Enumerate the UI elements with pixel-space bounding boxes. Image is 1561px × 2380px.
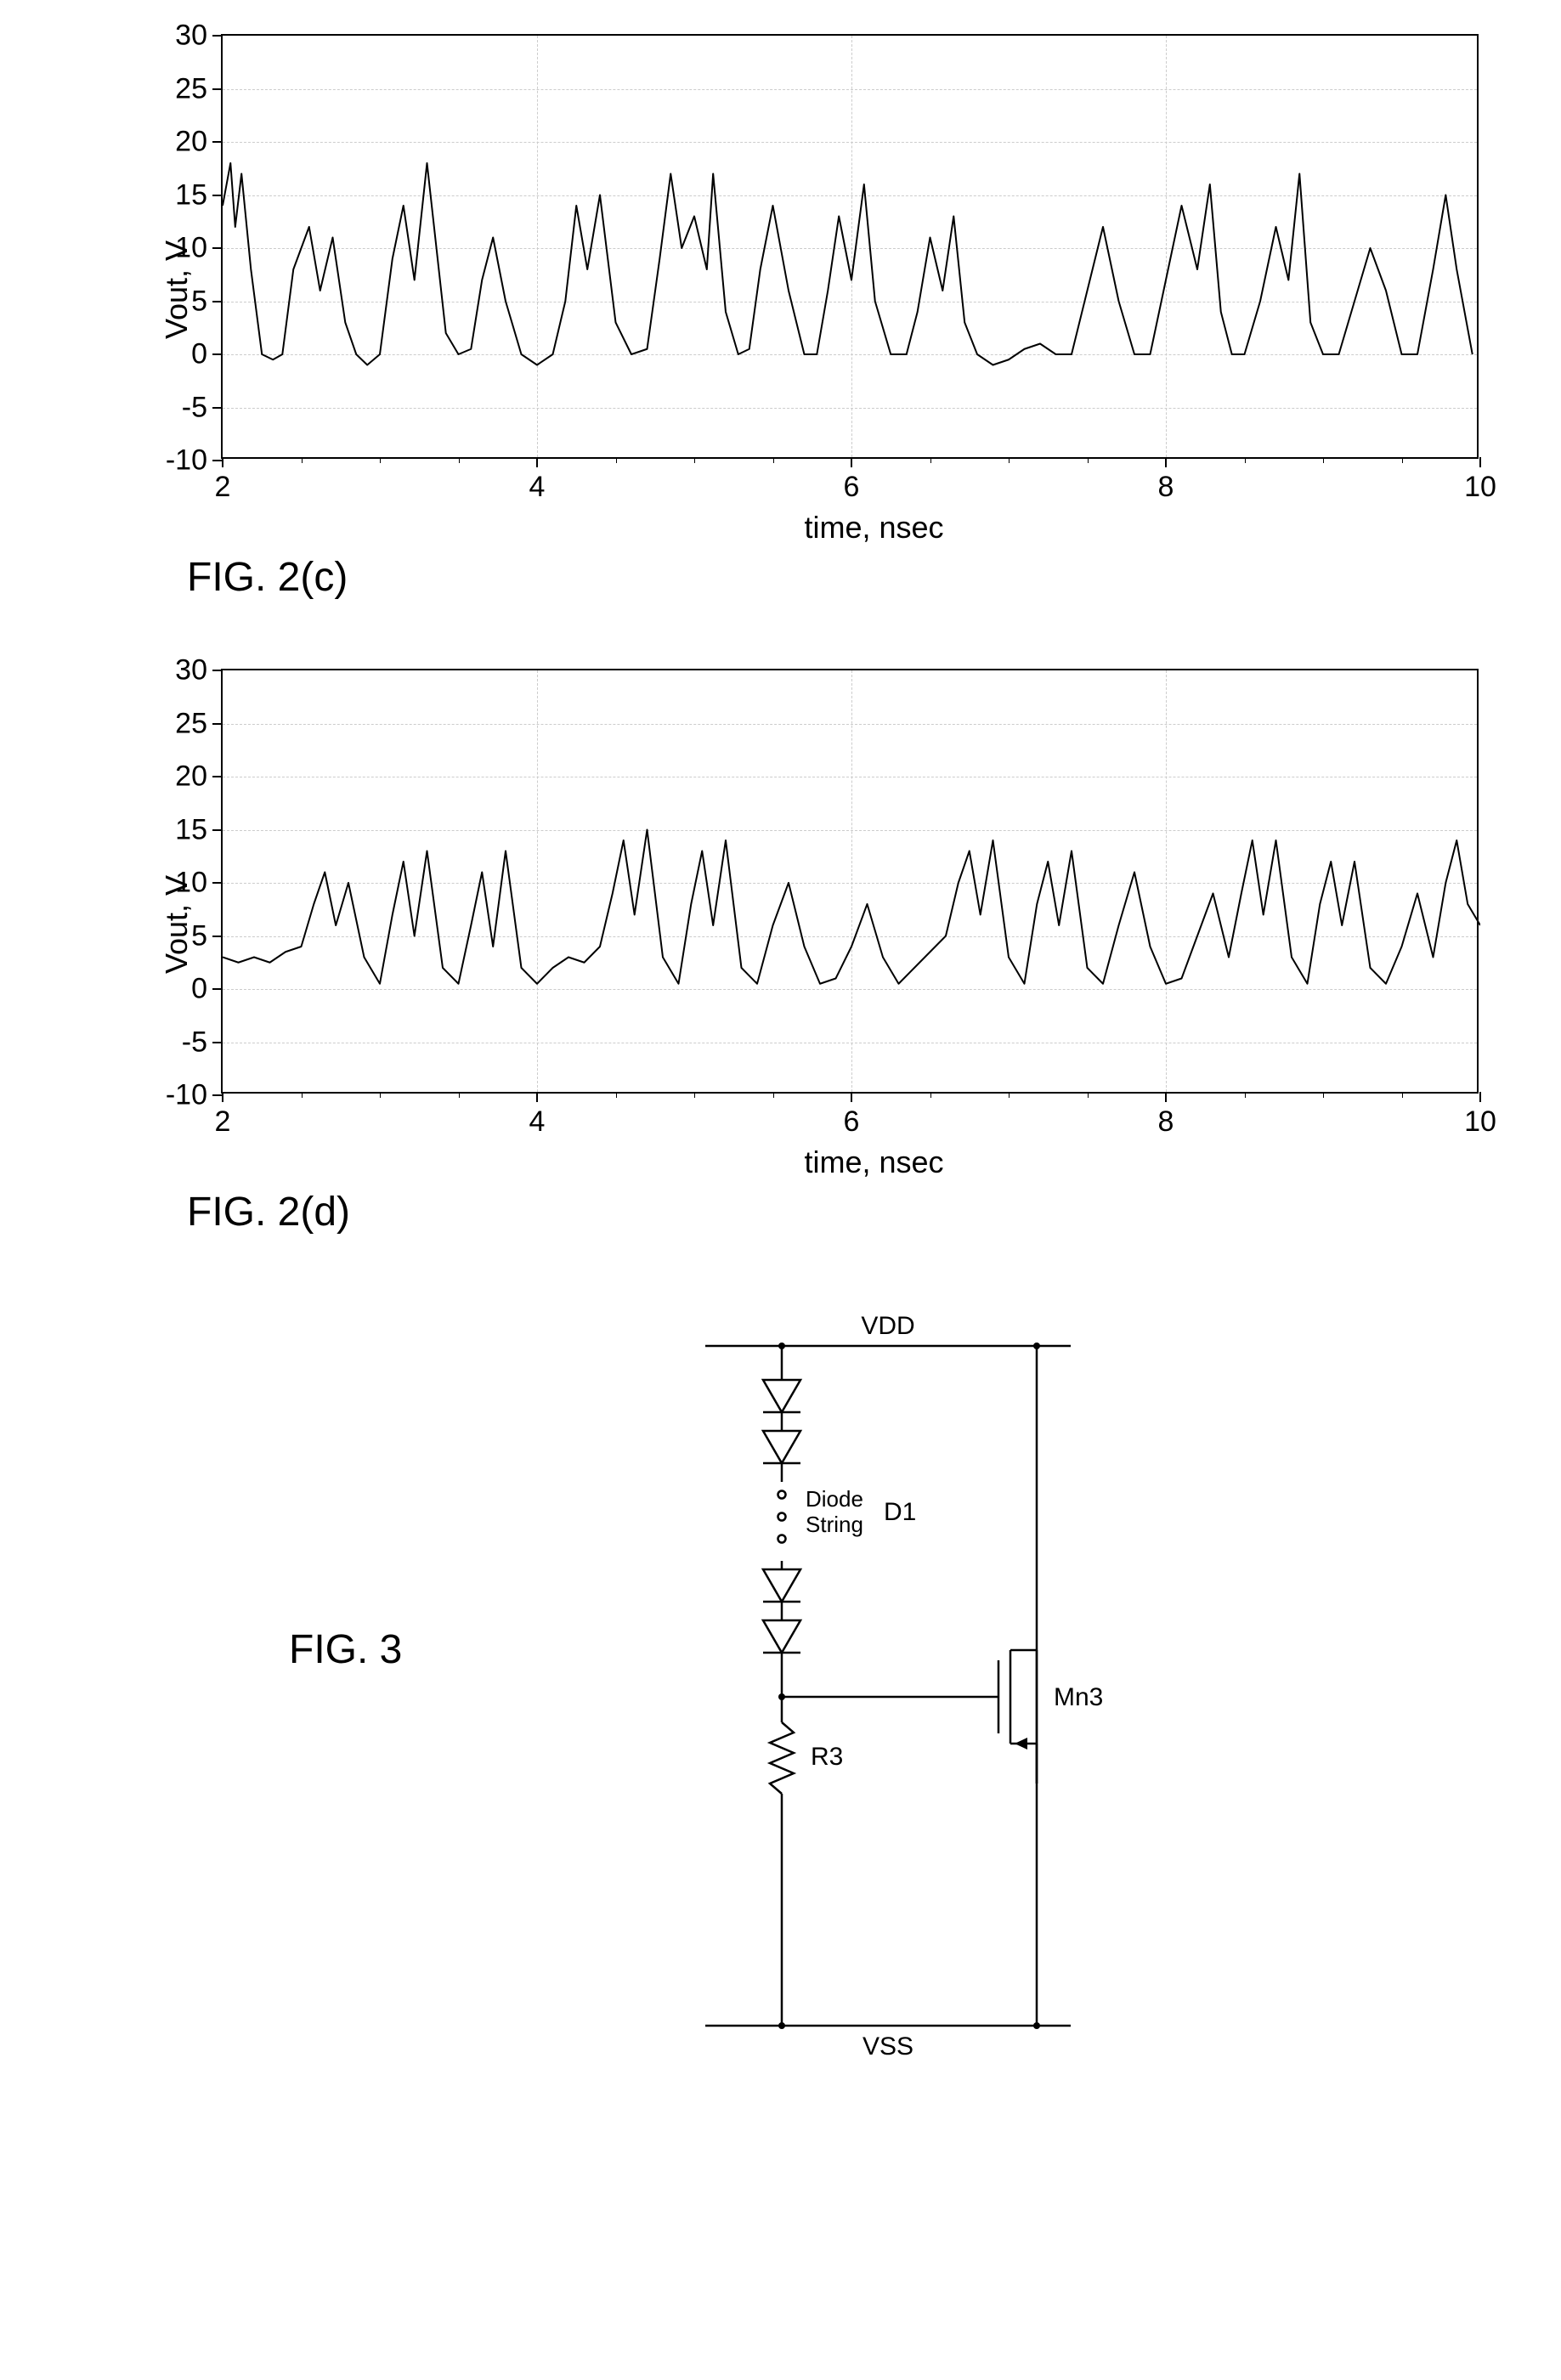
xtick-label: 4 [529,457,546,504]
diode-string-id: D1 [884,1498,916,1526]
resistor-label: R3 [811,1743,843,1771]
waveform-svg [223,36,1480,461]
ytick-label: 15 [175,813,223,846]
continuation-dot [778,1513,786,1521]
junction-dot [778,2022,785,2029]
diode-icon [763,1380,800,1412]
ytick-label: -5 [182,391,223,424]
ytick-label: 20 [175,126,223,159]
ytick-label: -5 [182,1026,223,1059]
chart-2d-plot: -10-5051015202530246810 [221,669,1479,1094]
junction-dot [1033,2022,1040,2029]
xtick-label: 8 [1158,1092,1174,1139]
diode-string-label: Diode [806,1486,863,1512]
ytick-label: 5 [191,919,223,953]
ytick-label: 30 [175,654,223,687]
ytick-label: 25 [175,72,223,105]
ytick-label: 10 [175,232,223,265]
continuation-dot [778,1535,786,1543]
ytick-label: 10 [175,867,223,900]
xtick-label: 6 [844,457,860,504]
diode-string-label: String [806,1512,863,1537]
diode-icon [763,1620,800,1653]
ytick-label: 15 [175,178,223,212]
circuit-fig3: FIG. 3 VDD VSS DiodeString D1 Mn3 R3 [34,1303,1527,2068]
xtick-label: 8 [1158,457,1174,504]
vdd-label: VDD [861,1312,914,1340]
chart-2c-plot: -10-5051015202530246810 [221,34,1479,459]
waveform-svg [223,670,1480,1095]
xtick-label: 10 [1464,1092,1496,1139]
resistor-icon [770,1722,794,1794]
continuation-dot [778,1491,786,1499]
ytick-label: 25 [175,707,223,740]
waveform-line [223,830,1480,984]
junction-dot [778,1343,785,1349]
xtick-label: 2 [215,457,231,504]
ytick-label: 0 [191,338,223,371]
diode-icon [763,1431,800,1463]
fig-3-label: FIG. 3 [289,1626,402,1673]
xtick-label: 4 [529,1092,546,1139]
fig-2d-label: FIG. 2(d) [187,1189,1527,1235]
vss-label: VSS [863,2032,913,2061]
junction-dot [778,1693,785,1700]
ytick-label: 30 [175,20,223,53]
diode-icon [763,1569,800,1602]
waveform-line [223,163,1473,365]
chart-2c: Vout, V -10-5051015202530246810 time, ns… [34,34,1527,601]
ytick-label: 0 [191,973,223,1006]
xtick-label: 10 [1464,457,1496,504]
circuit-schematic: VDD VSS DiodeString D1 Mn3 R3 [629,1303,1207,2068]
chart-2c-xlabel: time, nsec [221,510,1527,546]
mosfet-icon [990,1650,1037,2026]
mosfet-label: Mn3 [1054,1683,1103,1711]
xtick-label: 2 [215,1092,231,1139]
junction-dot [1033,1343,1040,1349]
fig-2c-label: FIG. 2(c) [187,554,1527,601]
ytick-label: 5 [191,285,223,318]
xtick-label: 6 [844,1092,860,1139]
chart-2d: Vout, V -10-5051015202530246810 time, ns… [34,669,1527,1235]
chart-2d-xlabel: time, nsec [221,1145,1527,1180]
ytick-label: 20 [175,760,223,794]
